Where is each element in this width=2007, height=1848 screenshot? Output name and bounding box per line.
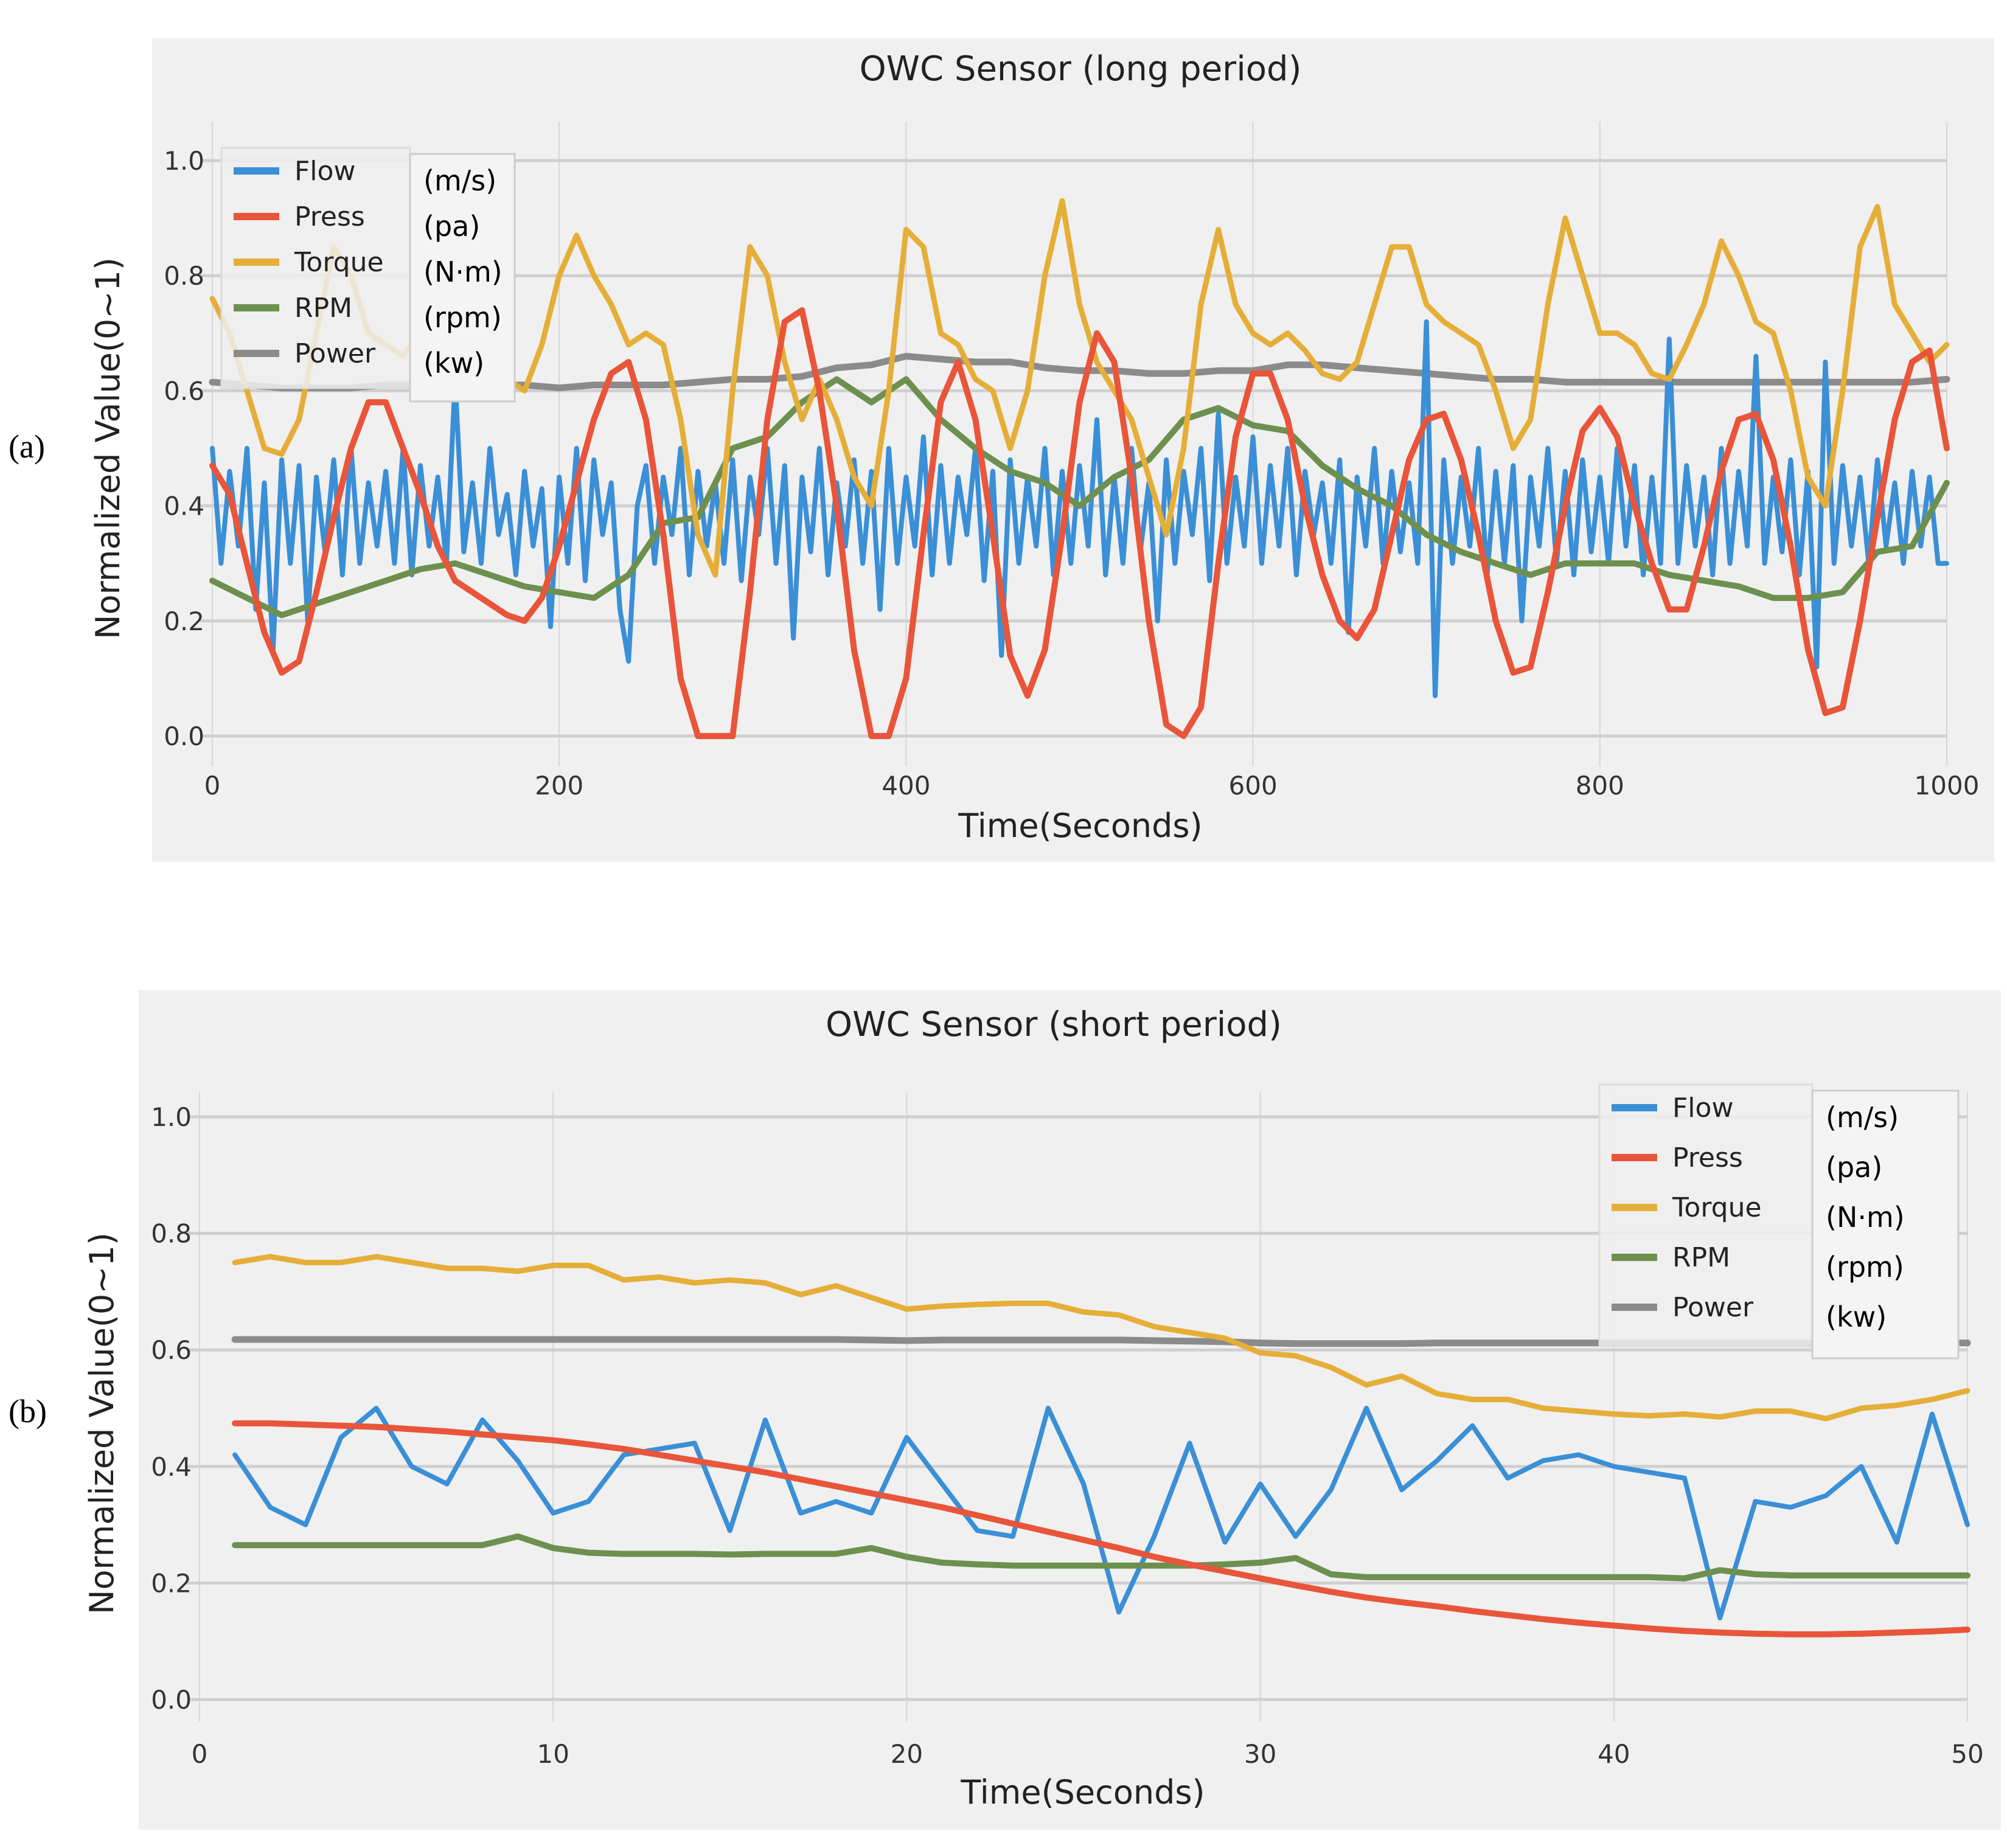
legend-unit-press: (pa) bbox=[423, 210, 480, 243]
chart-b-ylabel: Normalized Value(0~1) bbox=[83, 1232, 121, 1614]
legend-unit-rpm: (rpm) bbox=[423, 301, 502, 334]
legend-label-press: Press bbox=[1672, 1142, 1743, 1173]
y-tick-label: 0.8 bbox=[164, 261, 204, 291]
chart-a-xlabel: Time(Seconds) bbox=[958, 807, 1202, 845]
y-tick-label: 1.0 bbox=[151, 1102, 192, 1132]
legend-label-torque: Torque bbox=[1672, 1192, 1762, 1223]
unit-box bbox=[1811, 1089, 1960, 1360]
series-line-rpm bbox=[232, 1533, 1970, 1582]
legend-box bbox=[220, 147, 411, 389]
unit-box bbox=[409, 153, 516, 403]
y-tick-label: 0.8 bbox=[151, 1219, 192, 1249]
chart-a: 0 200 400 600 800 1000 0.0 0.2 0.4 0.6 0.8 1.0 OWC … bbox=[9, 38, 1994, 862]
series-line-flow bbox=[232, 1406, 1970, 1620]
series-line-flow bbox=[210, 319, 1949, 698]
x-tick-label: 400 bbox=[882, 771, 930, 801]
y-tick-label: 0.2 bbox=[164, 606, 204, 636]
series-line-torque bbox=[232, 1254, 1970, 1422]
x-tick-label: 200 bbox=[535, 771, 583, 801]
y-tick-label: 0.0 bbox=[164, 721, 204, 751]
legend-unit-power: (kw) bbox=[423, 347, 484, 380]
x-tick-label: 0 bbox=[192, 1739, 208, 1769]
chart-b-title: OWC Sensor (short period) bbox=[826, 1005, 1282, 1044]
series-line-press bbox=[232, 1420, 1970, 1638]
chart-b: 0 10 20 30 40 50 0.0 0.2 0.4 0.6 0.8 1.0 OWC Sensor… bbox=[9, 990, 2001, 1830]
y-tick-label: 0.6 bbox=[151, 1335, 192, 1365]
y-tick-label: 0.4 bbox=[151, 1452, 192, 1482]
x-tick-label: 40 bbox=[1598, 1739, 1630, 1769]
x-tick-label: 0 bbox=[204, 771, 221, 801]
legend-unit-flow: (m/s) bbox=[1826, 1101, 1899, 1134]
legend-label-press: Press bbox=[294, 201, 365, 232]
x-tick-label: 30 bbox=[1244, 1739, 1276, 1769]
chart-b-panel-label: (b) bbox=[9, 1393, 47, 1429]
legend-label-rpm: RPM bbox=[1672, 1242, 1730, 1273]
legend-unit-torque: (N·m) bbox=[1826, 1201, 1905, 1234]
y-tick-label: 0.2 bbox=[151, 1568, 192, 1598]
y-tick-label: 0.0 bbox=[151, 1685, 192, 1715]
legend-label-flow: Flow bbox=[1672, 1092, 1733, 1124]
series-line-press bbox=[209, 307, 1950, 739]
chart-b-xlabel: Time(Seconds) bbox=[960, 1773, 1205, 1812]
chart-a-panel-label: (a) bbox=[9, 428, 45, 465]
x-tick-label: 1000 bbox=[1915, 771, 1980, 801]
legend-unit-press: (pa) bbox=[1826, 1151, 1882, 1184]
chart-a-legend: Flow (m/s) Press (pa) Torque (N·m) RPM (rpm) Pow… bbox=[220, 147, 516, 403]
x-tick-label: 20 bbox=[891, 1739, 923, 1769]
x-tick-label: 800 bbox=[1576, 771, 1624, 801]
legend-label-rpm: RPM bbox=[294, 293, 352, 324]
chart-a-title: OWC Sensor (long period) bbox=[860, 49, 1302, 89]
legend-label-flow: Flow bbox=[294, 156, 355, 187]
legend-label-power: Power bbox=[1672, 1292, 1754, 1323]
y-tick-label: 0.6 bbox=[164, 376, 204, 406]
legend-label-torque: Torque bbox=[294, 247, 384, 278]
legend-unit-flow: (m/s) bbox=[423, 164, 496, 197]
y-tick-label: 0.4 bbox=[164, 492, 204, 521]
chart-a-ylabel: Normalized Value(0~1) bbox=[89, 257, 127, 639]
x-tick-label: 600 bbox=[1229, 771, 1278, 801]
legend-label-power: Power bbox=[294, 338, 376, 369]
chart-a-ticks: 0 200 400 600 800 1000 0.0 0.2 0.4 0.6 0.8 1.0 bbox=[164, 146, 1979, 801]
legend-unit-rpm: (rpm) bbox=[1826, 1251, 1904, 1284]
x-tick-label: 10 bbox=[537, 1739, 569, 1769]
y-tick-label: 1.0 bbox=[164, 146, 204, 176]
chart-b-ticks: 0 10 20 30 40 50 0.0 0.2 0.4 0.6 0.8 1.0 bbox=[151, 1102, 1984, 1769]
chart-b-series bbox=[231, 1254, 1971, 1638]
legend-unit-torque: (N·m) bbox=[423, 255, 503, 288]
chart-b-legend: Flow (m/s) Press (pa) Torque (N·m) RPM (rpm) Pow… bbox=[1598, 1083, 1960, 1360]
legend-unit-power: (kw) bbox=[1826, 1301, 1887, 1333]
x-tick-label: 50 bbox=[1951, 1739, 1983, 1769]
